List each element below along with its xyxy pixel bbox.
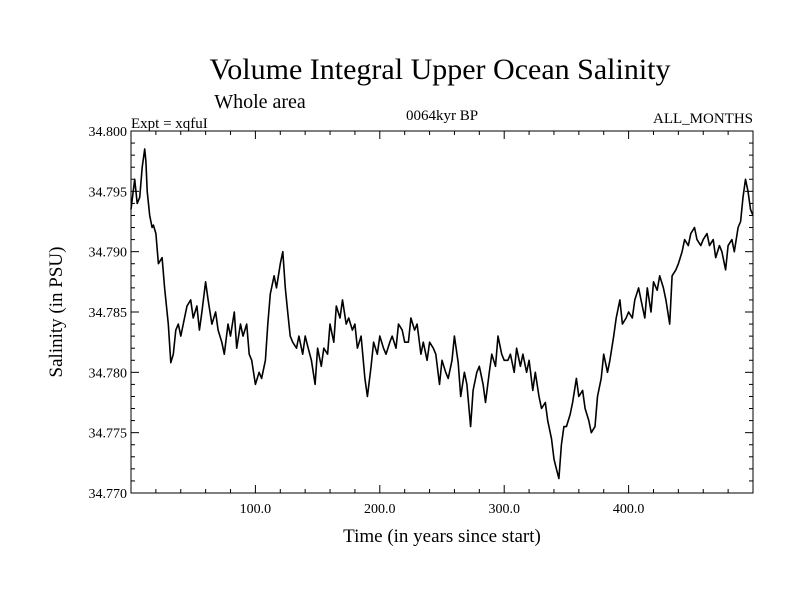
experiment-label: Expt = xqfuI [131, 116, 208, 132]
salinity-series-line [130, 148, 754, 480]
x-tick-labels: 100.0 200.0 300.0 400.0 [240, 502, 645, 517]
axis-ticks [131, 131, 753, 493]
y-tick-label: 34.800 [89, 125, 128, 140]
y-tick-label: 34.775 [89, 427, 128, 442]
chart-title: Volume Integral Upper Ocean Salinity [210, 53, 671, 86]
y-axis-label: Salinity (in PSU) [46, 247, 67, 378]
y-tick-label: 34.785 [89, 306, 128, 321]
y-tick-label: 34.795 [89, 185, 128, 200]
x-axis-label: Time (in years since start) [343, 526, 541, 547]
x-tick-label: 300.0 [488, 502, 520, 517]
y-tick-label: 34.790 [89, 246, 128, 261]
region-label: Whole area [214, 91, 306, 113]
x-tick-label: 400.0 [613, 502, 645, 517]
x-tick-label: 200.0 [364, 502, 396, 517]
plot-frame [130, 130, 754, 494]
y-tick-labels: 34.770 34.775 34.780 34.785 34.790 34.795 34.8… [89, 125, 128, 502]
y-tick-label: 34.770 [89, 487, 128, 502]
months-label: ALL_MONTHS [653, 111, 753, 127]
x-tick-label: 100.0 [240, 502, 272, 517]
period-label: 0064kyr BP [406, 108, 478, 124]
y-tick-label: 34.780 [89, 366, 128, 381]
